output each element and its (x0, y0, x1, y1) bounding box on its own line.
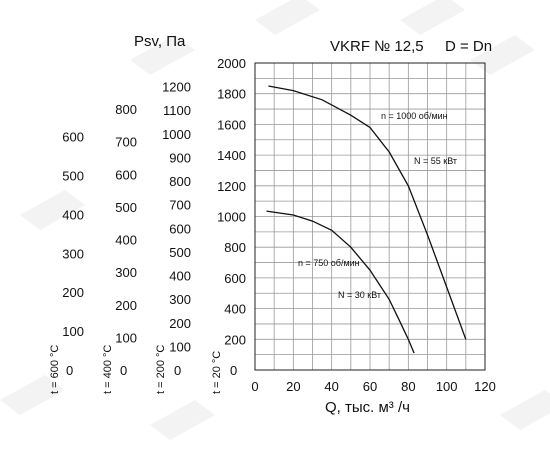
y-tick-label: 1200 (217, 179, 246, 194)
extra-axis-tick-label: 200 (62, 285, 84, 300)
extra-axis-tick-label: 200 (115, 298, 137, 313)
y-tick-label: 2000 (217, 56, 246, 71)
y-tick-label: 1800 (217, 87, 246, 102)
extra-axis-tick-label: 300 (169, 292, 191, 307)
extra-axis-label: t = 200 °C (155, 345, 167, 394)
extra-axis-tick-label: 100 (62, 324, 84, 339)
y-axis-ticks: 200 400 600 800 1000 1200 1400 1600 1800 2000 (217, 56, 246, 347)
extra-axis-tick-label: 600 (169, 221, 191, 236)
extra-axis-zero: 0 (174, 363, 181, 378)
y-tick-label: 400 (224, 302, 246, 317)
extra-axis-tick-label: 300 (115, 265, 137, 280)
extra-axis-tick-label: 700 (169, 198, 191, 213)
extra-axis-tick-label: 300 (62, 246, 84, 261)
extra-axis-tick-label: 900 (169, 150, 191, 165)
x-tick-label: 100 (436, 379, 458, 394)
x-axis-ticks: 0 20 40 60 80 100 120 (251, 379, 495, 394)
extra-axis-tick-label: 100 (115, 330, 137, 345)
y-tick-label: 200 (224, 332, 246, 347)
y-tick-label: 1000 (217, 210, 246, 225)
x-tick-label: 20 (286, 379, 300, 394)
extra-axis-zero: 0 (66, 363, 73, 378)
extra-axis-tick-label: 400 (115, 233, 137, 248)
base-axis-zero: 0 (230, 363, 237, 378)
extra-axis-zero: 0 (120, 363, 127, 378)
extra-axis-tick-label: 600 (62, 130, 84, 145)
chart-title: VKRF № 12,5 (330, 38, 424, 55)
series-curve (268, 85, 467, 340)
y-tick-label: 1600 (217, 117, 246, 132)
extra-axis-tick-label: 400 (62, 207, 84, 222)
watermark (0, 0, 550, 440)
extra-axis-tick-label: 1000 (162, 127, 191, 142)
base-axis-label: t = 20 °C (211, 351, 223, 394)
extra-axis-tick-label: 500 (62, 169, 84, 184)
extra-axis-tick-label: 800 (169, 174, 191, 189)
x-tick-label: 40 (324, 379, 338, 394)
extra-axis-label: t = 400 °C (102, 345, 114, 394)
y-tick-label: 600 (224, 271, 246, 286)
series-curve (266, 210, 415, 354)
x-tick-label: 80 (401, 379, 415, 394)
series-power-label: N = 55 кВт (414, 156, 457, 166)
series-speed-label: n = 750 об/мин (298, 258, 360, 268)
extra-axis-tick-label: 500 (169, 245, 191, 260)
y-axis-label: Psv, Па (134, 33, 186, 50)
extra-axis-tick-label: 700 (115, 135, 137, 150)
extra-axis-tick-label: 1100 (163, 103, 191, 118)
extra-axis-label: t = 600 °C (49, 345, 61, 394)
extra-axis-tick-label: 800 (115, 102, 137, 117)
plot-frame (254, 62, 486, 371)
x-tick-label: 120 (474, 379, 496, 394)
chart-subtitle: D = Dn (445, 38, 492, 55)
extra-axis-tick-label: 100 (169, 339, 191, 354)
extra-temperature-axes: 100200300400500600700800900100011001200t… (49, 80, 237, 394)
x-axis-label: Q, тыс. м³ /ч (325, 399, 410, 416)
extra-axis-tick-label: 1200 (162, 80, 191, 95)
extra-axis-tick-label: 500 (115, 200, 137, 215)
x-tick-label: 0 (251, 379, 258, 394)
series-power-label: N = 30 кВт (338, 290, 381, 300)
y-tick-label: 800 (224, 240, 246, 255)
series-speed-label: n = 1000 об/мин (381, 111, 448, 121)
curves: n = 1000 об/мин N = 55 кВт n = 750 об/мин N… (266, 85, 467, 354)
plot-grid (255, 63, 485, 370)
extra-axis-tick-label: 400 (169, 269, 191, 284)
extra-axis-tick-label: 600 (115, 167, 137, 182)
y-tick-label: 1400 (217, 148, 246, 163)
extra-axis-tick-label: 200 (169, 316, 191, 331)
x-tick-label: 60 (363, 379, 377, 394)
